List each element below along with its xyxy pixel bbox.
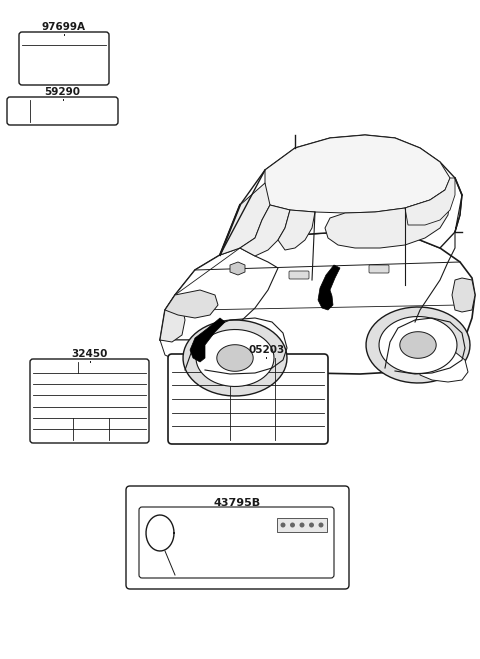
Polygon shape: [240, 205, 290, 256]
Polygon shape: [379, 316, 457, 374]
FancyBboxPatch shape: [7, 97, 118, 125]
Circle shape: [280, 523, 286, 527]
Text: 05203: 05203: [248, 345, 284, 355]
Polygon shape: [452, 278, 475, 312]
Bar: [277, 518, 327, 532]
Polygon shape: [190, 318, 225, 362]
Polygon shape: [278, 210, 315, 250]
Text: 43795B: 43795B: [214, 498, 261, 508]
Polygon shape: [318, 265, 340, 310]
Polygon shape: [366, 307, 470, 383]
Polygon shape: [400, 331, 436, 358]
Polygon shape: [405, 178, 455, 225]
Polygon shape: [160, 248, 278, 340]
Polygon shape: [262, 135, 450, 213]
FancyBboxPatch shape: [126, 486, 349, 589]
Circle shape: [300, 523, 304, 527]
Circle shape: [290, 523, 295, 527]
Text: 97699A: 97699A: [42, 22, 86, 32]
Polygon shape: [325, 190, 450, 248]
Circle shape: [319, 523, 324, 527]
FancyBboxPatch shape: [369, 265, 389, 273]
Polygon shape: [160, 295, 185, 342]
Text: 32450: 32450: [72, 349, 108, 359]
Text: 59290: 59290: [45, 87, 81, 97]
Circle shape: [309, 523, 314, 527]
Polygon shape: [220, 183, 270, 255]
Polygon shape: [420, 352, 468, 382]
FancyBboxPatch shape: [30, 359, 149, 443]
Polygon shape: [230, 262, 245, 275]
FancyBboxPatch shape: [139, 507, 334, 578]
Polygon shape: [217, 345, 253, 371]
Polygon shape: [196, 330, 274, 386]
FancyBboxPatch shape: [289, 271, 309, 279]
FancyBboxPatch shape: [19, 32, 109, 85]
FancyBboxPatch shape: [168, 354, 328, 444]
Polygon shape: [160, 232, 475, 374]
Polygon shape: [160, 333, 240, 365]
Polygon shape: [183, 320, 287, 396]
Polygon shape: [165, 290, 218, 318]
Polygon shape: [220, 135, 462, 255]
